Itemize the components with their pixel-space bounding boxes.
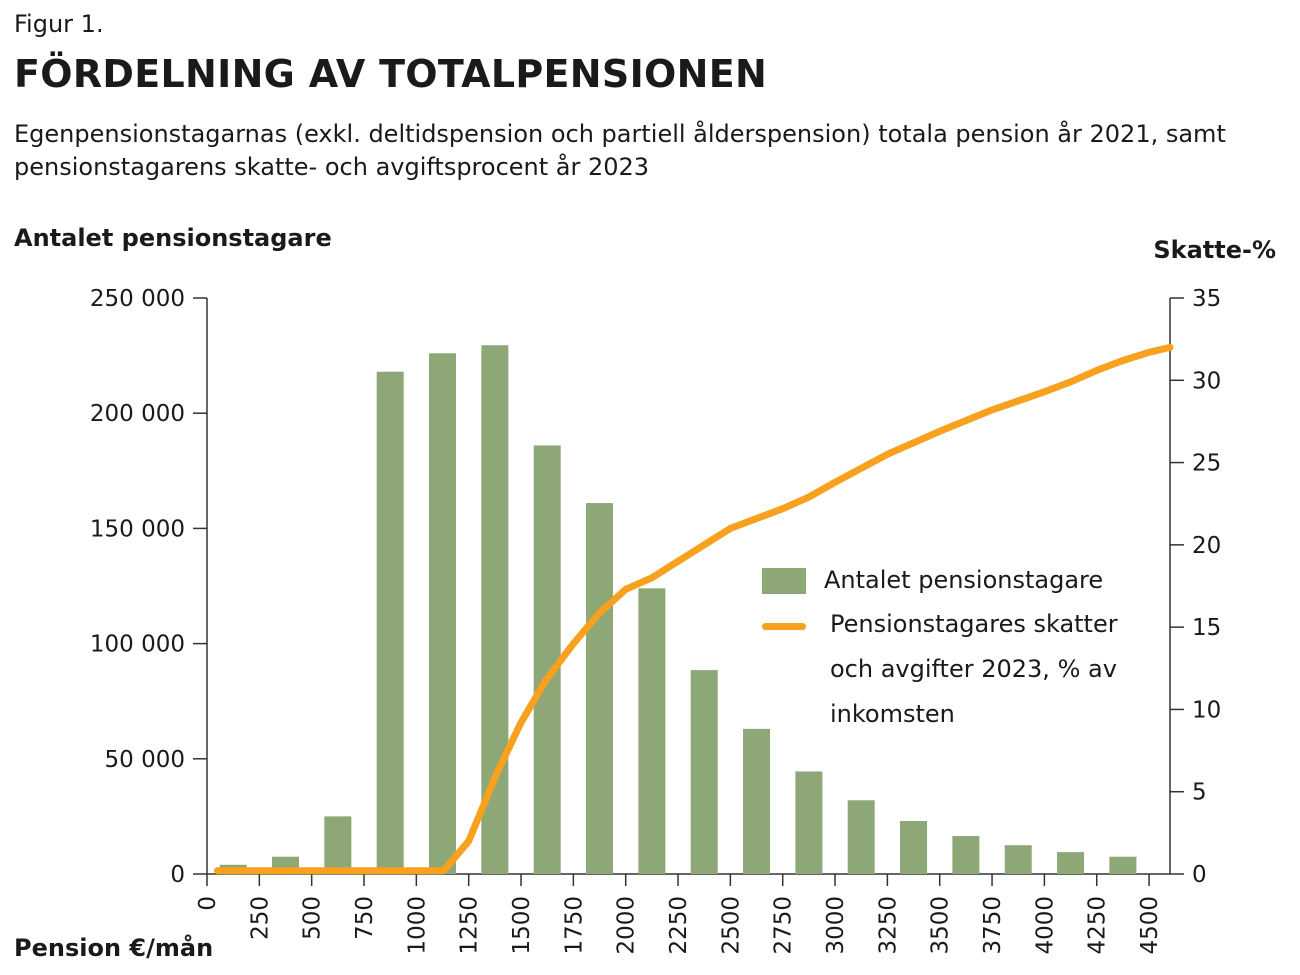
y-tick-label: 200 000 <box>90 401 185 427</box>
bar <box>324 816 352 874</box>
y2-tick-label: 0 <box>1192 862 1207 888</box>
chart-title: FÖRDELNING AV TOTALPENSIONEN <box>14 52 768 96</box>
x-tick-label: 2750 <box>771 896 797 955</box>
x-tick-label: 1500 <box>509 896 535 955</box>
bar <box>376 371 404 874</box>
x-tick-label: 750 <box>352 896 378 940</box>
y-tick-label: 50 000 <box>105 747 185 773</box>
legend-line-swatch <box>762 623 806 630</box>
figure-label: Figur 1. <box>14 10 104 38</box>
x-tick-label: 1000 <box>404 896 430 955</box>
legend-bar-label: Antalet pensionstagare <box>824 566 1104 594</box>
bar <box>900 821 928 874</box>
x-tick-label: 250 <box>247 896 273 940</box>
bar <box>1109 856 1137 874</box>
x-tick-label: 2000 <box>614 896 640 955</box>
bar <box>795 771 823 874</box>
x-tick-label: 0 <box>195 896 221 911</box>
legend-line-label: Pensionstagares skatter och avgifter 202… <box>830 610 1118 728</box>
y2-tick-label: 25 <box>1192 451 1221 477</box>
legend-item-bars: Antalet pensionstagare <box>762 566 1160 594</box>
y2-tick-label: 5 <box>1192 780 1207 806</box>
legend-item-line: Pensionstagares skatter och avgifter 202… <box>762 610 1160 737</box>
y-axis-label-right: Skatte-% <box>1153 236 1276 264</box>
bar <box>690 670 718 874</box>
x-tick-label: 4250 <box>1085 896 1111 955</box>
y2-tick-label: 15 <box>1192 615 1221 641</box>
x-tick-label: 4000 <box>1032 896 1058 955</box>
y2-tick-label: 30 <box>1192 368 1221 394</box>
y-tick-label: 150 000 <box>90 516 185 542</box>
bar <box>847 800 875 874</box>
bar <box>638 588 666 874</box>
x-tick-label: 1250 <box>457 896 483 955</box>
bar <box>1004 845 1032 874</box>
x-tick-label: 500 <box>300 896 326 940</box>
tax-percent-line <box>214 343 1174 875</box>
y-tick-label: 100 000 <box>90 632 185 658</box>
y-axis-label-left: Antalet pensionstagare <box>14 224 332 252</box>
y-tick-label: 250 000 <box>90 286 185 312</box>
x-tick-label: 1750 <box>561 896 587 955</box>
y2-tick-label: 20 <box>1192 533 1221 559</box>
legend: Antalet pensionstagare Pensionstagares s… <box>762 566 1160 737</box>
bar <box>1057 852 1085 874</box>
x-tick-label: 4500 <box>1137 896 1163 955</box>
chart-subtitle: Egenpensionstagarnas (exkl. deltidspensi… <box>14 120 1226 181</box>
y2-tick-label: 35 <box>1192 286 1221 312</box>
bar <box>952 835 980 874</box>
x-tick-label: 3750 <box>980 896 1006 955</box>
x-axis-label: Pension €/mån <box>14 934 214 962</box>
x-tick-label: 2500 <box>718 896 744 955</box>
bar <box>533 445 561 874</box>
x-tick-label: 3000 <box>823 896 849 955</box>
x-tick-label: 3250 <box>875 896 901 955</box>
x-tick-label: 3500 <box>928 896 954 955</box>
x-tick-label: 2250 <box>666 896 692 955</box>
legend-bar-swatch <box>762 568 806 594</box>
bar <box>429 353 457 874</box>
y2-tick-label: 10 <box>1192 697 1221 723</box>
bar <box>743 728 771 874</box>
bar <box>586 503 614 874</box>
y-tick-label: 0 <box>170 862 185 888</box>
